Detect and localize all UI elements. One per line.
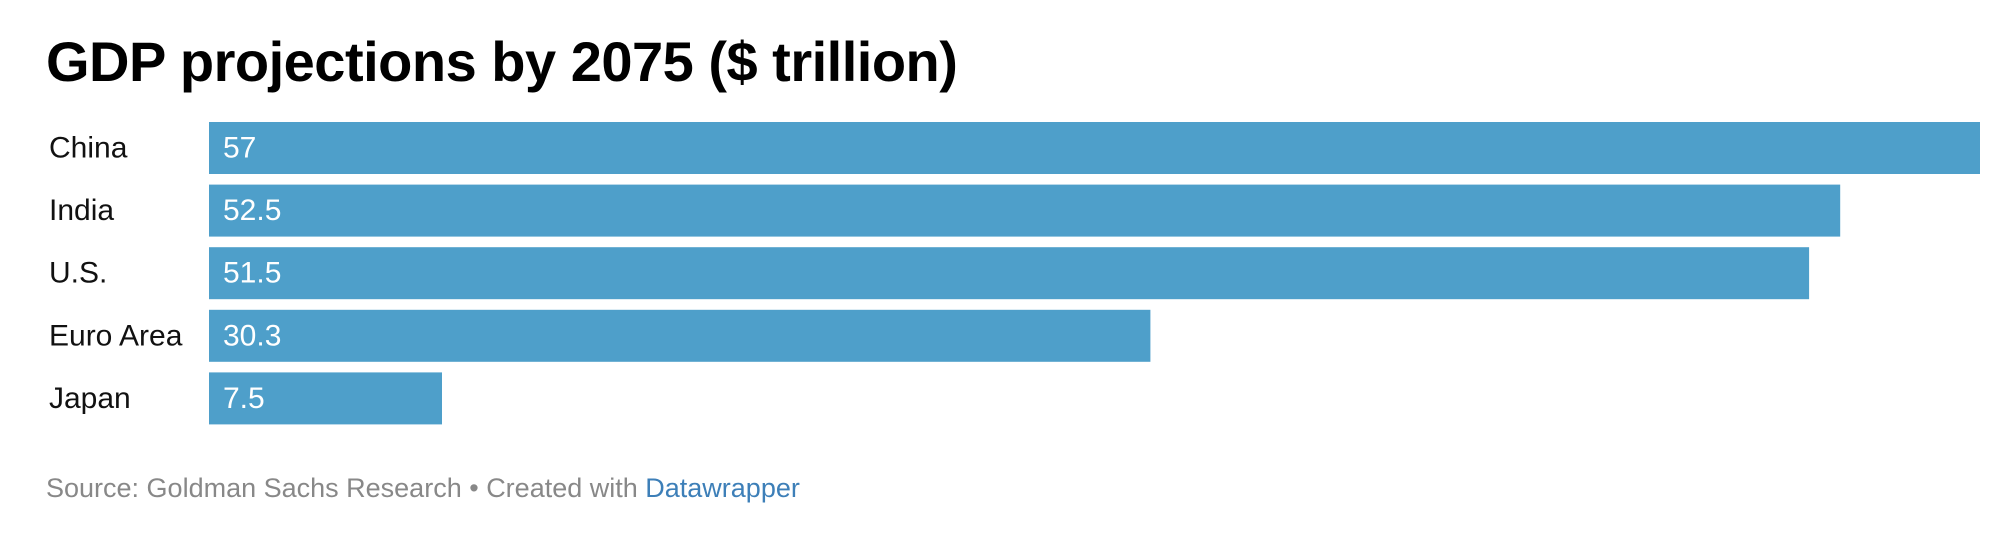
bar: [209, 372, 442, 425]
data-label: 52.5: [223, 194, 281, 227]
bar: [209, 309, 1151, 362]
data-label: 7.5: [223, 382, 265, 415]
data-label: 57: [223, 132, 256, 165]
created-with-text: Created with: [486, 473, 646, 503]
category-label: India: [49, 194, 114, 227]
bar: [209, 184, 1841, 237]
bar: [209, 122, 1980, 174]
chart-footer: Source: Goldman Sachs Research • Created…: [46, 470, 800, 506]
category-label: Japan: [49, 382, 131, 415]
bar: [209, 247, 1810, 300]
category-label: Euro Area: [49, 319, 183, 352]
category-label: China: [49, 132, 128, 165]
category-label: U.S.: [49, 257, 107, 290]
chart-title: GDP projections by 2075 ($ trillion): [46, 30, 958, 93]
data-label: 51.5: [223, 257, 281, 290]
footer-separator: •: [461, 473, 487, 503]
source-note: Source: Goldman Sachs Research: [46, 473, 462, 503]
data-label: 30.3: [223, 319, 281, 352]
datawrapper-link[interactable]: Datawrapper: [645, 473, 800, 503]
